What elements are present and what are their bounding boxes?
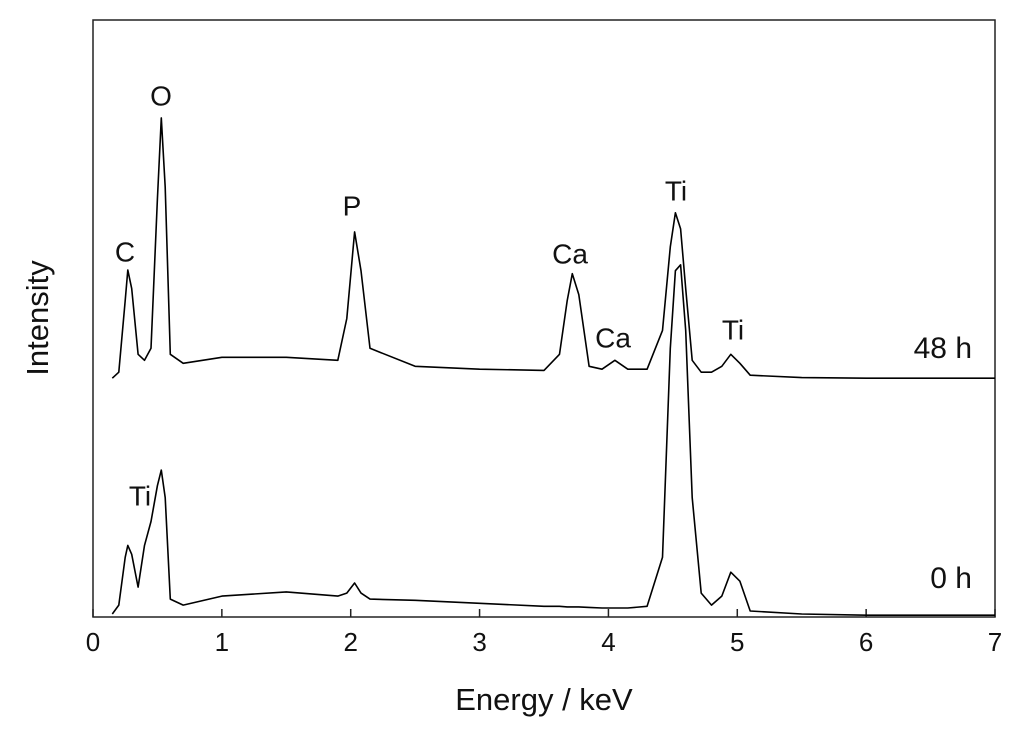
- peak-annotation: O: [150, 80, 172, 111]
- x-tick-label: 7: [988, 627, 1002, 657]
- x-tick-label: 2: [343, 627, 357, 657]
- spectrum-line: [111, 117, 995, 379]
- peak-annotation: Ca: [595, 322, 631, 353]
- series-label: 0 h: [930, 562, 972, 595]
- series-label: 48 h: [914, 332, 972, 365]
- y-axis-label: Intensity: [20, 260, 55, 376]
- x-tick-label: 4: [601, 627, 615, 657]
- x-tick-label: 6: [859, 627, 873, 657]
- peak-annotation: Ca: [552, 238, 588, 269]
- x-tick-label: 0: [86, 627, 100, 657]
- x-axis-label: Energy / keV: [455, 682, 633, 717]
- peak-annotation: Ti: [665, 175, 687, 206]
- x-tick-label: 3: [472, 627, 486, 657]
- plot-frame: [92, 19, 996, 618]
- peak-annotation: Ti: [129, 480, 151, 511]
- x-tick-label: 1: [215, 627, 229, 657]
- peak-annotation: P: [343, 190, 362, 221]
- peak-annotation: Ti: [722, 314, 744, 345]
- x-tick-label: 5: [730, 627, 744, 657]
- spectrum-line: [111, 264, 995, 616]
- peak-annotation: C: [115, 236, 135, 267]
